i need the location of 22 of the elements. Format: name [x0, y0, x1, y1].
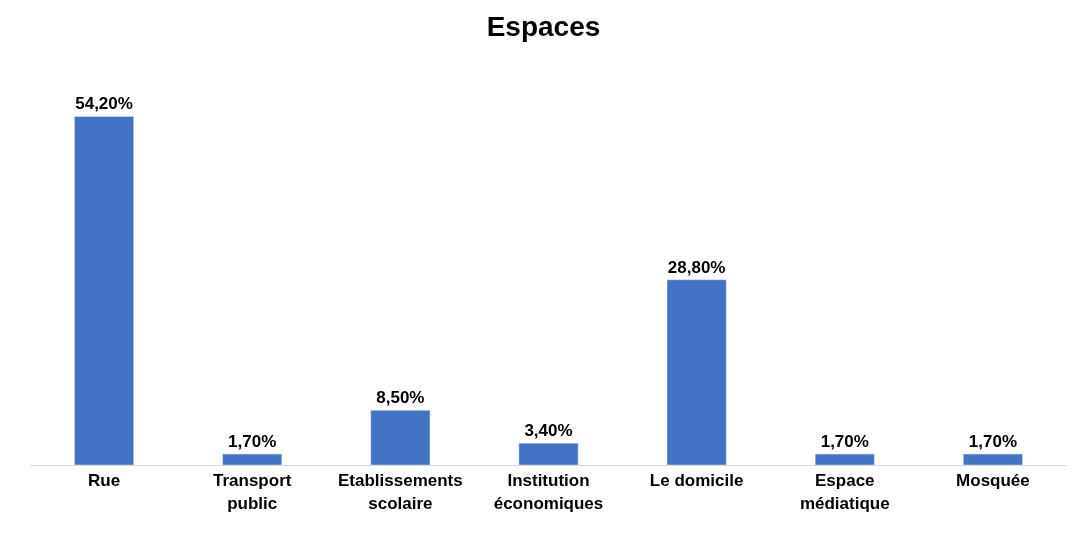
- x-tick-label: Rue: [88, 471, 121, 491]
- bar: [370, 410, 431, 465]
- data-label: 28,80%: [667, 257, 726, 277]
- bar: [222, 453, 283, 465]
- x-tick-label: Espace médiatique: [799, 471, 890, 513]
- data-label: 8,50%: [376, 388, 425, 408]
- x-tick-label: Institution économiques: [493, 471, 604, 513]
- data-label: 1,70%: [228, 432, 277, 452]
- x-tick-label: Le domicile: [649, 471, 744, 491]
- bar: [666, 279, 727, 465]
- chart-title: Espaces: [486, 10, 601, 42]
- x-tick-label: Etablissements scolaire: [337, 471, 463, 513]
- bar: [518, 442, 579, 465]
- x-tick-label: Transport public: [213, 471, 292, 513]
- bar: [74, 116, 134, 465]
- bar: [814, 453, 875, 465]
- data-label: 1,70%: [820, 432, 869, 452]
- data-label: 1,70%: [968, 432, 1018, 452]
- bar: [963, 453, 1023, 465]
- x-tick-label: Mosquée: [956, 471, 1030, 491]
- data-label: 3,40%: [524, 421, 573, 441]
- data-label: 54,20%: [75, 94, 133, 114]
